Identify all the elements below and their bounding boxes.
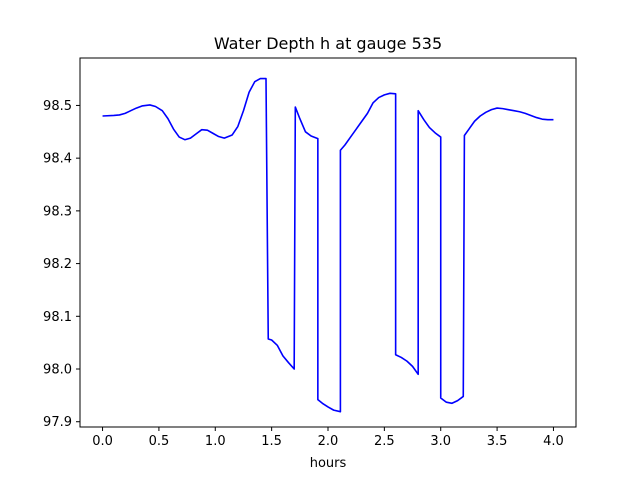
y-tick-label: 98.1 bbox=[43, 310, 72, 325]
x-tick-label: 1.0 bbox=[205, 434, 226, 449]
x-tick-label: 2.5 bbox=[374, 434, 395, 449]
x-tick-label: 4.0 bbox=[543, 434, 564, 449]
y-tick-label: 98.0 bbox=[43, 363, 72, 378]
x-axis-label: hours bbox=[310, 456, 347, 471]
y-tick-label: 98.3 bbox=[43, 204, 72, 219]
x-axis: 0.0 0.5 1.0 1.5 2.0 2.5 3.0 3.5 4.0 bbox=[92, 427, 564, 449]
x-tick-label: 1.5 bbox=[261, 434, 282, 449]
y-axis: 97.9 98.0 98.1 98.2 98.3 98.4 98.5 bbox=[43, 99, 80, 430]
y-tick-label: 98.2 bbox=[43, 257, 72, 272]
x-tick-label: 2.0 bbox=[318, 434, 339, 449]
y-tick-label: 98.5 bbox=[43, 99, 72, 114]
chart-title: Water Depth h at gauge 535 bbox=[214, 34, 442, 53]
series-layer bbox=[102, 77, 554, 413]
x-tick-label: 3.5 bbox=[487, 434, 508, 449]
x-tick-label: 0.5 bbox=[149, 434, 170, 449]
y-tick-label: 98.4 bbox=[43, 152, 72, 167]
y-tick-label: 97.9 bbox=[43, 415, 72, 430]
x-tick-label: 3.0 bbox=[430, 434, 451, 449]
x-tick-label: 0.0 bbox=[92, 434, 113, 449]
series-line bbox=[102, 77, 554, 413]
